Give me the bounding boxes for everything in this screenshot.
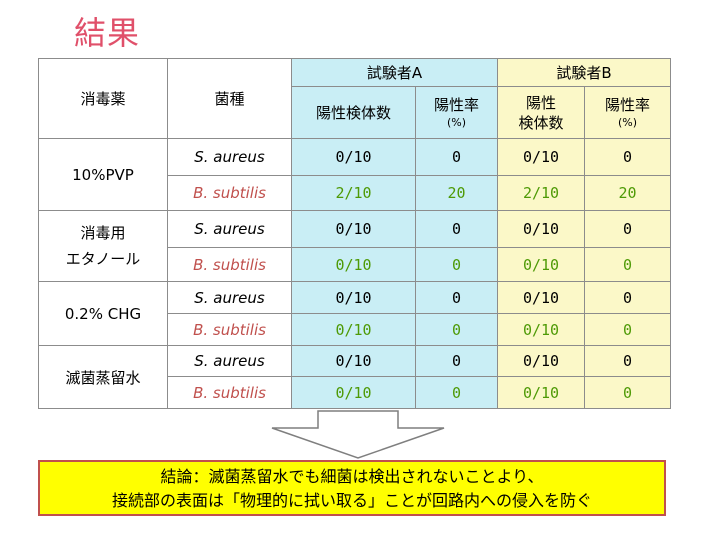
- b-count-cell: 0/10: [497, 138, 586, 176]
- table-row: B. subtilis 0/10 0 0/10 0: [39, 247, 672, 282]
- table-row: B. subtilis 0/10 0 0/10 0: [39, 313, 672, 346]
- header-a-rate-unit: (%): [446, 115, 467, 129]
- table-row: 10%PVP S. aureus 0/10 0 0/10 0: [38, 138, 672, 211]
- b-count-cell: 0/10: [497, 345, 586, 377]
- species-cell: S. aureus: [167, 345, 292, 377]
- disinfectant-chg: 0.2% CHG: [38, 281, 168, 346]
- header-b-count-line1: 陽性: [526, 93, 557, 112]
- b-rate-cell: 0: [584, 138, 672, 176]
- b-count-cell: 0/10: [497, 376, 586, 409]
- b-count-cell: 0/10: [497, 210, 586, 248]
- header-b-rate-label: 陽性率: [605, 95, 651, 114]
- a-count-cell: 0/10: [291, 210, 416, 248]
- disinfectant-sterile-water: 滅菌蒸留水: [38, 345, 168, 409]
- b-count-cell: 2/10: [497, 175, 586, 211]
- disinfectant-pvp: 10%PVP: [38, 138, 168, 211]
- a-rate-cell: 0: [414, 281, 499, 314]
- header-b-rate-unit: (%): [618, 115, 638, 129]
- table-row: 消毒用 エタノール S. aureus 0/10 0 0/10 0: [38, 210, 672, 282]
- header-disinfectant: 消毒薬: [38, 58, 168, 139]
- species-cell: S. aureus: [167, 138, 292, 176]
- table-row: B. subtilis 0/10 0 0/10 0: [39, 376, 672, 409]
- down-arrow-icon: [271, 410, 445, 459]
- b-rate-cell: 0: [584, 247, 672, 282]
- a-count-cell: 0/10: [291, 313, 416, 346]
- b-count-cell: 0/10: [497, 247, 586, 282]
- a-count-cell: 2/10: [291, 175, 416, 211]
- disinfectant-ethanol-line1: 消毒用: [80, 224, 126, 242]
- a-count-cell: 0/10: [291, 281, 416, 314]
- header-group-a: 試験者A: [290, 58, 499, 87]
- b-count-cell: 0/10: [497, 281, 586, 314]
- species-cell: B. subtilis: [167, 247, 292, 282]
- a-count-cell: 0/10: [291, 247, 416, 282]
- b-rate-cell: 20: [584, 175, 672, 211]
- results-table: 消毒薬 菌種 試験者A 試験者B 陽性検体数 陽性率 (%) 陽性 検体数 陽性…: [38, 58, 672, 409]
- header-group-b: 試験者B: [497, 58, 672, 87]
- disinfectant-ethanol: 消毒用 エタノール: [38, 210, 168, 282]
- header-b-count: 陽性 検体数: [497, 86, 586, 139]
- conclusion-box: 結論：滅菌蒸留水でも細菌は検出されないことより、 接続部の表面は「物理的に拭い取…: [38, 460, 666, 516]
- species-cell: S. aureus: [167, 210, 292, 248]
- table-row: B. subtilis 2/10 20 2/10 20: [39, 175, 672, 211]
- header-a-rate: 陽性率 (%): [414, 86, 499, 139]
- header-b-count-line2: 検体数: [518, 113, 564, 132]
- header-b-rate: 陽性率 (%): [584, 86, 672, 139]
- b-rate-cell: 0: [584, 345, 672, 377]
- a-rate-cell: 0: [414, 138, 499, 176]
- b-rate-cell: 0: [584, 210, 672, 248]
- table-row: 0.2% CHG S. aureus 0/10 0 0/10 0: [38, 281, 672, 346]
- header-a-rate-label: 陽性率: [434, 95, 480, 114]
- conclusion-line1: 結論：滅菌蒸留水でも細菌は検出されないことより、: [160, 467, 544, 486]
- disinfectant-ethanol-line2: エタノール: [65, 250, 141, 268]
- table-row: 滅菌蒸留水 S. aureus 0/10 0 0/10 0: [38, 345, 672, 409]
- species-cell: B. subtilis: [167, 175, 292, 211]
- conclusion-line2: 接続部の表面は「物理的に拭い取る」ことが回路内への侵入を防ぐ: [111, 491, 592, 510]
- b-rate-cell: 0: [584, 281, 672, 314]
- a-rate-cell: 0: [414, 247, 499, 282]
- a-rate-cell: 20: [414, 175, 499, 211]
- b-rate-cell: 0: [584, 376, 672, 409]
- slide-title: 結果: [74, 14, 141, 52]
- a-count-cell: 0/10: [291, 376, 416, 409]
- a-count-cell: 0/10: [291, 138, 416, 176]
- a-rate-cell: 0: [414, 210, 499, 248]
- a-rate-cell: 0: [414, 376, 499, 409]
- species-cell: B. subtilis: [167, 376, 292, 409]
- a-rate-cell: 0: [414, 313, 499, 346]
- header-species: 菌種: [167, 58, 292, 139]
- header-a-count: 陽性検体数: [291, 86, 416, 139]
- b-count-cell: 0/10: [497, 313, 586, 346]
- a-count-cell: 0/10: [291, 345, 416, 377]
- a-rate-cell: 0: [414, 345, 499, 377]
- species-cell: B. subtilis: [167, 313, 292, 346]
- species-cell: S. aureus: [167, 281, 292, 314]
- b-rate-cell: 0: [584, 313, 672, 346]
